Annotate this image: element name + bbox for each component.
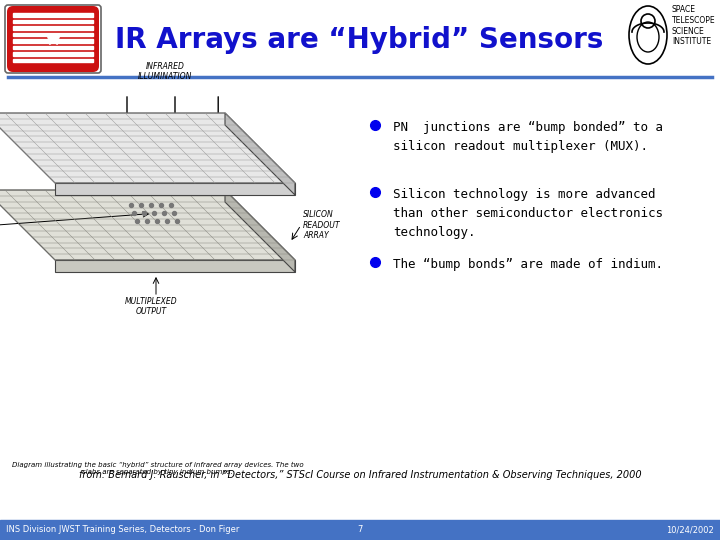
Circle shape (156, 219, 160, 224)
Circle shape (135, 219, 140, 224)
Text: from: Bernard J. Rauscher, in “Detectors,” STScI Course on Infrared Instrumentat: from: Bernard J. Rauscher, in “Detectors… (78, 470, 642, 480)
Text: SILICON
READOUT
ARRAY: SILICON READOUT ARRAY (303, 210, 341, 240)
Text: 7: 7 (357, 525, 363, 535)
Circle shape (143, 212, 146, 215)
Circle shape (173, 212, 176, 215)
Circle shape (160, 204, 163, 207)
FancyBboxPatch shape (7, 6, 99, 72)
Circle shape (150, 204, 153, 207)
Text: INFRARED
ILLUMINATION: INFRARED ILLUMINATION (138, 62, 192, 81)
Polygon shape (0, 113, 295, 183)
Polygon shape (225, 113, 295, 195)
Text: INS Division JWST Training Series, Detectors - Don Figer: INS Division JWST Training Series, Detec… (6, 525, 239, 535)
Bar (13, 39, 93, 43)
Bar (13, 32, 93, 36)
Text: MULTIPLEXED
OUTPUT: MULTIPLEXED OUTPUT (125, 297, 177, 316)
Circle shape (169, 204, 174, 207)
Circle shape (140, 204, 143, 207)
FancyBboxPatch shape (5, 5, 101, 73)
Text: The “bump bonds” are made of indium.: The “bump bonds” are made of indium. (393, 258, 663, 271)
Bar (0, 520, 720, 540)
Bar (13, 58, 93, 62)
Bar (13, 13, 93, 17)
Circle shape (176, 219, 179, 224)
Circle shape (166, 219, 169, 224)
Bar (13, 45, 93, 49)
Text: Silicon technology is more advanced
than other semiconductor electronics
technol: Silicon technology is more advanced than… (393, 188, 663, 239)
Circle shape (132, 212, 137, 215)
Text: Diagram illustrating the basic “hybrid” structure of infrared array devices. The: Diagram illustrating the basic “hybrid” … (12, 462, 303, 475)
Text: 10/24/2002: 10/24/2002 (666, 525, 714, 535)
Bar (13, 26, 93, 30)
Polygon shape (225, 190, 295, 272)
Polygon shape (55, 183, 295, 195)
Bar (13, 19, 93, 23)
Bar (13, 52, 93, 56)
Text: SPACE
TELESCOPE
SCIENCE
INSTITUTE: SPACE TELESCOPE SCIENCE INSTITUTE (672, 5, 716, 46)
Text: PN  junctions are “bump bonded” to a
silicon readout multiplexer (MUX).: PN junctions are “bump bonded” to a sili… (393, 121, 663, 153)
Polygon shape (0, 190, 295, 260)
Circle shape (163, 212, 166, 215)
Circle shape (145, 219, 150, 224)
Polygon shape (55, 260, 295, 272)
Text: IR Arrays are “Hybrid” Sensors: IR Arrays are “Hybrid” Sensors (115, 26, 603, 54)
Circle shape (153, 212, 156, 215)
Circle shape (130, 204, 133, 207)
